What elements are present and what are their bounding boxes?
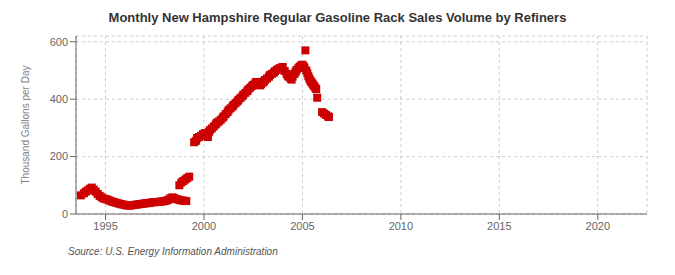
svg-text:0: 0 (62, 208, 68, 220)
html-text:Monthly New Hampshire Regular: Monthly New Hampshire Regular Gasoline R… (108, 10, 567, 25)
svg-text:200: 200 (50, 150, 68, 162)
svg-text:2010: 2010 (389, 220, 413, 232)
svg-text:400: 400 (50, 93, 68, 105)
svg-text:2005: 2005 (290, 220, 314, 232)
svg-text:2020: 2020 (586, 220, 610, 232)
svg-text:2000: 2000 (192, 220, 216, 232)
html-text:Source: U.S. Energy Informatio: Source: U.S. Energy Information Administ… (68, 246, 278, 257)
svg-text:1995: 1995 (93, 220, 117, 232)
svg-text:2015: 2015 (487, 220, 511, 232)
svg-text:Thousand Gallons per Day: Thousand Gallons per Day (20, 66, 31, 185)
svg-text:600: 600 (50, 36, 68, 48)
